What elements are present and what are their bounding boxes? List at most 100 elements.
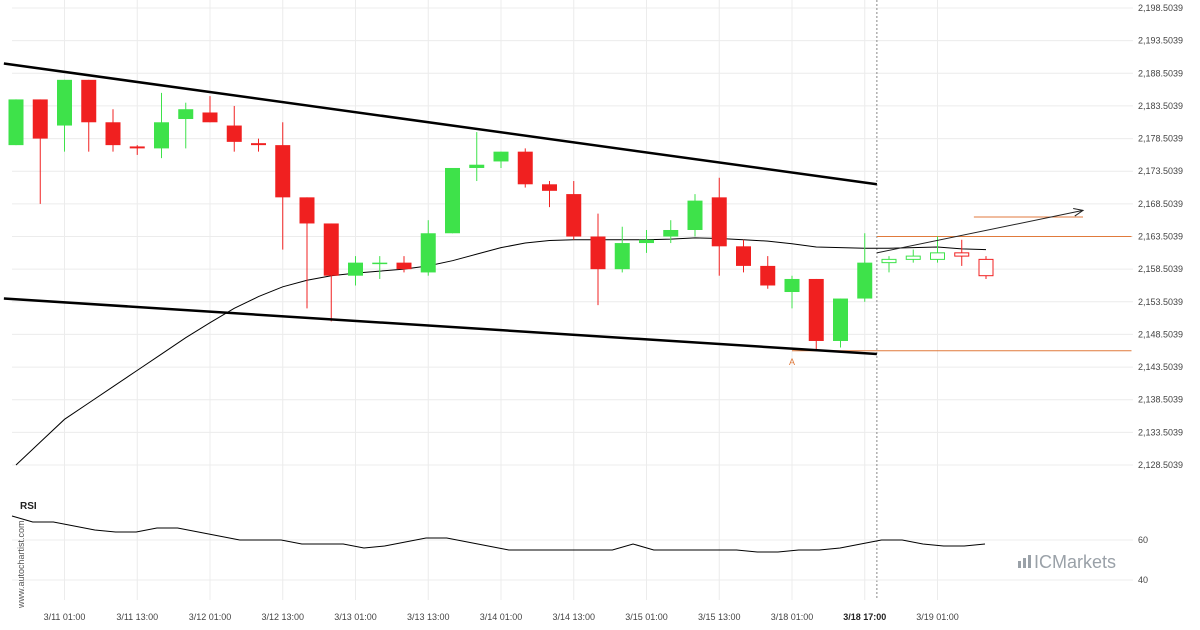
price-tick-label: 2,173.5039 <box>1138 166 1183 176</box>
candle <box>808 278 824 351</box>
candle-body <box>760 265 776 286</box>
candle-body <box>81 79 97 123</box>
candle-body <box>251 143 266 146</box>
trendlines: A <box>3 62 1085 367</box>
candle <box>372 256 388 279</box>
rsi-tick-label: 60 <box>1138 535 1148 545</box>
candle-body <box>784 278 800 293</box>
candle-body <box>639 239 654 244</box>
time-tick-label: 3/14 01:00 <box>480 612 523 622</box>
candle <box>687 194 703 237</box>
price-tick-label: 2,148.5039 <box>1138 329 1183 339</box>
price-tick-label: 2,138.5039 <box>1138 395 1183 405</box>
candle <box>202 96 218 123</box>
candle-body <box>978 258 994 277</box>
brand-name: ICMarkets <box>1034 552 1116 572</box>
candle <box>857 233 873 302</box>
candle-body <box>57 79 72 126</box>
time-tick-label: 3/15 01:00 <box>625 612 668 622</box>
candle-body <box>178 109 194 120</box>
moving-average-line <box>15 237 987 466</box>
time-tick-label: 3/18 17:00 <box>843 612 886 622</box>
candle-body <box>905 255 921 260</box>
candle <box>493 151 509 168</box>
candle <box>542 181 557 208</box>
rsi-line <box>11 515 986 553</box>
candle-body <box>493 151 509 162</box>
candle <box>590 213 606 306</box>
time-tick-label: 3/11 01:00 <box>44 612 86 622</box>
candle-body <box>663 229 679 237</box>
candle <box>881 256 897 273</box>
time-tick-label: 3/13 01:00 <box>334 612 377 622</box>
candle <box>445 167 460 234</box>
candle <box>420 220 436 276</box>
candle <box>469 132 485 182</box>
candle <box>614 226 630 273</box>
price-axis: 2,198.5039 2,193.5039 2,188.5039 2,183.5039… <box>1138 3 1183 470</box>
price-tick-label: 2,193.5039 <box>1138 36 1183 46</box>
time-tick-label: 3/15 13:00 <box>698 612 741 622</box>
candle <box>396 256 412 273</box>
candle-body <box>129 146 145 149</box>
candle <box>566 181 582 240</box>
candle <box>323 223 339 322</box>
time-axis: 3/11 01:00 3/11 13:00 3/12 01:00 3/12 13:00… <box>44 612 959 622</box>
support-trendline <box>3 297 877 356</box>
candle-body <box>614 243 630 270</box>
rsi-tick-label: 40 <box>1138 575 1148 585</box>
time-tick-label: 3/13 13:00 <box>407 612 450 622</box>
candle-body <box>954 252 970 257</box>
price-tick-label: 2,128.5039 <box>1138 460 1183 470</box>
projection-arrow <box>876 209 1084 254</box>
candlesticks <box>8 79 994 351</box>
price-tick-label: 2,158.5039 <box>1138 264 1183 274</box>
candle-body <box>517 151 533 185</box>
candle <box>760 256 776 289</box>
candle-body <box>420 233 436 273</box>
candle <box>32 99 48 204</box>
candle-body <box>396 262 412 270</box>
brand-logo: ICMarkets <box>1018 552 1116 572</box>
candle-body <box>348 262 363 276</box>
brand-bar-icon <box>1023 558 1026 568</box>
time-tick-label: 3/18 01:00 <box>771 612 814 622</box>
price-tick-label: 2,133.5039 <box>1138 427 1183 437</box>
candle-body <box>590 236 606 270</box>
brand-bar-icon <box>1018 561 1021 568</box>
candle <box>154 92 169 159</box>
candle-body <box>469 164 485 168</box>
candle-body <box>202 112 218 123</box>
candle-body <box>857 262 873 299</box>
candle <box>954 239 970 266</box>
time-tick-label: 3/12 01:00 <box>189 612 232 622</box>
price-tick-label: 2,188.5039 <box>1138 68 1183 78</box>
candle <box>663 220 679 244</box>
candle <box>930 236 945 263</box>
brand-bar-icon <box>1028 555 1031 568</box>
price-tick-label: 2,178.5039 <box>1138 134 1183 144</box>
candle <box>833 298 848 348</box>
candle-body <box>8 99 24 146</box>
projection-arrow-head <box>1073 207 1085 217</box>
candle <box>736 239 751 273</box>
time-tick-label: 3/19 01:00 <box>916 612 959 622</box>
candle-body <box>372 262 388 265</box>
candle-body <box>323 223 339 276</box>
candle-body <box>542 184 557 191</box>
candle <box>348 256 363 286</box>
candle <box>251 138 266 152</box>
candle <box>299 197 315 309</box>
candle <box>978 256 994 279</box>
candle <box>784 275 800 309</box>
price-tick-label: 2,168.5039 <box>1138 199 1183 209</box>
point-label: A <box>789 357 795 367</box>
candle-body <box>445 167 460 234</box>
candle <box>105 109 121 152</box>
candle-body <box>930 252 945 260</box>
watermark: www.autochartist.com <box>16 520 26 609</box>
candle <box>517 148 533 188</box>
grid <box>12 0 1133 600</box>
time-tick-label: 3/11 13:00 <box>116 612 158 622</box>
